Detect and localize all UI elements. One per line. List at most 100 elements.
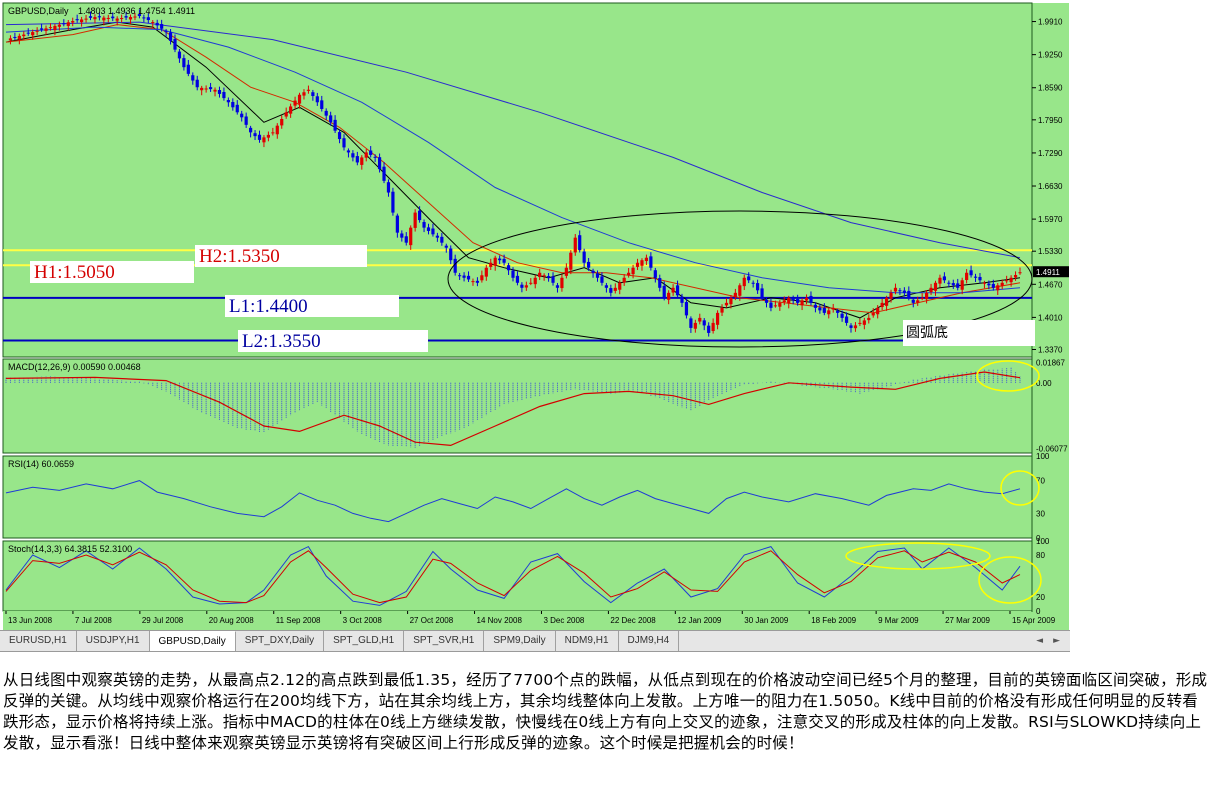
candle-body xyxy=(764,299,769,303)
candle-body xyxy=(462,275,466,278)
candle-body xyxy=(17,35,21,40)
candle-body xyxy=(684,302,689,316)
candle-body xyxy=(551,276,555,283)
candle-body xyxy=(720,307,724,313)
chart-symbol-header: GBPUSD,Daily xyxy=(8,6,69,16)
candle-body xyxy=(529,282,533,284)
candle-body xyxy=(742,277,746,287)
candle-body xyxy=(106,17,110,19)
chart-tab-ndm9-h1[interactable]: NDM9,H1 xyxy=(556,631,619,651)
chart-tab-spt-gld-h1[interactable]: SPT_GLD,H1 xyxy=(324,631,405,651)
candle-body xyxy=(698,317,702,322)
candle-body xyxy=(729,297,733,305)
candle-body xyxy=(533,277,537,285)
candle-body xyxy=(128,17,133,20)
candle-body xyxy=(115,18,119,21)
candle-body xyxy=(204,88,208,90)
candle-body xyxy=(978,276,982,281)
candle-body xyxy=(800,300,804,306)
scroll-left-icon[interactable]: ◄ xyxy=(1036,636,1044,646)
candle-body xyxy=(222,92,226,99)
candle-body xyxy=(155,22,159,26)
chart-tab-eurusd-h1[interactable]: EURUSD,H1 xyxy=(0,631,77,651)
candle-body xyxy=(377,157,382,170)
candle-body xyxy=(591,270,595,273)
candle-body xyxy=(640,260,644,266)
chart-tab-djm9-h4[interactable]: DJM9,H4 xyxy=(619,631,680,651)
candle-body xyxy=(80,19,84,23)
candle-body xyxy=(925,292,929,300)
candle-body xyxy=(733,292,737,298)
candle-body xyxy=(124,16,128,18)
candle-body xyxy=(449,248,453,261)
candle-body xyxy=(240,113,244,118)
candle-body xyxy=(609,288,613,293)
macd-highlight-ellipse xyxy=(976,360,1040,392)
candle-body xyxy=(916,300,920,303)
candle-body xyxy=(271,132,275,134)
candle-body xyxy=(849,325,853,328)
level-label-l1: L1:1.4400 xyxy=(229,296,308,317)
macd-tick-label: 0.00 xyxy=(1036,379,1052,388)
candle-body xyxy=(1013,275,1018,278)
stoch-signal-line xyxy=(5,550,1021,604)
price-tick-label: 1.7290 xyxy=(1038,149,1063,158)
time-tick-label: 30 Jan 2009 xyxy=(744,616,789,625)
level-label-h1: H1:1.5050 xyxy=(34,262,115,283)
chart-tab-spt-svr-h1[interactable]: SPT_SVR,H1 xyxy=(404,631,485,651)
candle-body xyxy=(226,100,230,103)
candle-body xyxy=(956,283,960,288)
candle-body xyxy=(413,212,417,228)
candle-body xyxy=(844,316,849,323)
candle-body xyxy=(662,285,666,298)
candle-body xyxy=(53,25,57,31)
candle-body xyxy=(627,272,631,276)
candle-body xyxy=(280,118,284,126)
scroll-right-icon[interactable]: ► xyxy=(1053,636,1060,646)
candle-body xyxy=(649,256,653,268)
candle-body xyxy=(44,28,48,31)
candle-body xyxy=(747,276,751,281)
candle-body xyxy=(111,16,115,19)
moving-average-ma_mid xyxy=(5,24,1021,314)
candle-body xyxy=(506,265,511,271)
candle-body xyxy=(142,17,146,19)
candle-body xyxy=(386,182,391,193)
candle-body xyxy=(182,58,186,68)
candle-body xyxy=(409,227,413,246)
level-label-box-h1 xyxy=(30,261,194,283)
candle-body xyxy=(62,23,66,25)
candle-body xyxy=(595,273,600,278)
candle-body xyxy=(1018,272,1022,274)
candle-body xyxy=(898,290,902,292)
time-tick-label: 29 Jul 2008 xyxy=(142,616,184,625)
candle-body xyxy=(88,16,93,18)
candle-body xyxy=(853,325,858,329)
candle-body xyxy=(791,298,795,301)
candle-body xyxy=(831,307,835,310)
candle-body xyxy=(151,22,155,24)
price-scale-area xyxy=(1032,3,1069,612)
candle-body xyxy=(249,127,253,133)
candle-body xyxy=(369,150,373,155)
candle-body xyxy=(680,296,684,303)
candle-body xyxy=(191,75,195,81)
candle-body xyxy=(484,267,488,277)
chart-tab-spm9-daily[interactable]: SPM9,Daily xyxy=(484,631,556,651)
candle-body xyxy=(600,276,604,283)
chart-tab-usdjpy-h1[interactable]: USDJPY,H1 xyxy=(77,631,150,651)
candle-body xyxy=(22,34,26,37)
current-price-label: 1.4911 xyxy=(1036,268,1060,277)
moving-average-ma_200 xyxy=(5,21,1021,259)
candle-body xyxy=(524,285,528,288)
candle-body xyxy=(804,297,809,301)
rsi-highlight-ellipse xyxy=(1000,470,1040,506)
chart-tab-gbpusd-daily[interactable]: GBPUSD,Daily xyxy=(149,631,236,651)
time-tick-label: 9 Mar 2009 xyxy=(878,616,919,625)
chart-tab-spt-dxy-daily[interactable]: SPT_DXY,Daily xyxy=(236,631,325,651)
macd-signal-line xyxy=(5,371,1021,447)
candle-body xyxy=(440,236,444,243)
candle-body xyxy=(671,287,675,293)
candle-body xyxy=(907,290,911,298)
macd-title: MACD(12,26,9) 0.00590 0.00468 xyxy=(8,362,141,372)
